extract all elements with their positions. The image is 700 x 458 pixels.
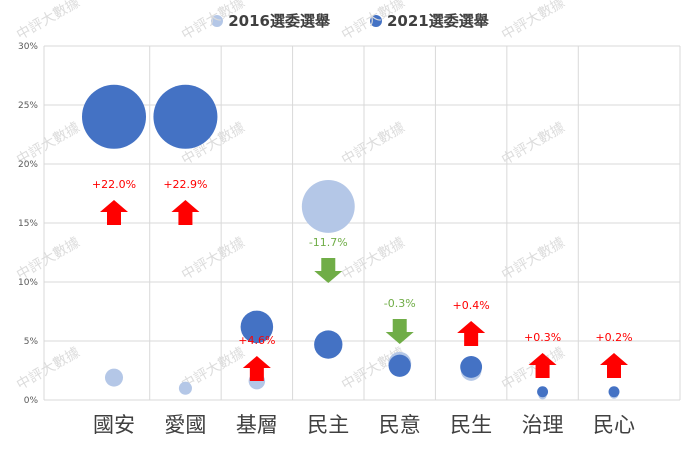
legend-label-2021: 2021選委選舉 bbox=[387, 12, 489, 30]
y-tick-label: 10% bbox=[18, 278, 38, 288]
watermark-text: 中評大數據 bbox=[179, 0, 248, 43]
change-label: +4.6% bbox=[238, 334, 275, 347]
change-label: +0.3% bbox=[524, 331, 561, 344]
change-label: +22.0% bbox=[92, 178, 136, 191]
x-tick-label: 國安 bbox=[93, 413, 135, 437]
down-arrow-icon bbox=[314, 258, 343, 283]
bubble-2021 bbox=[153, 84, 218, 149]
up-arrow-icon bbox=[242, 356, 271, 381]
watermark-text: 中評大數據 bbox=[499, 0, 568, 43]
y-tick-label: 0% bbox=[24, 396, 39, 406]
legend-item-2016: 2016選委選舉 bbox=[211, 10, 330, 31]
up-arrow-icon bbox=[100, 200, 128, 225]
legend-label-2016: 2016選委選舉 bbox=[228, 12, 330, 30]
watermark-text: 中評大數據 bbox=[179, 235, 248, 284]
y-tick-label: 30% bbox=[18, 42, 38, 52]
legend-marker-2021 bbox=[370, 14, 382, 27]
watermark-text: 中評大數據 bbox=[339, 235, 408, 284]
watermark-text: 中評大數據 bbox=[499, 235, 568, 284]
legend: 2016選委選舉 2021選委選舉 bbox=[0, 10, 700, 31]
bubble-2021 bbox=[314, 330, 343, 359]
change-label: +0.2% bbox=[595, 331, 632, 344]
x-tick-label: 民主 bbox=[307, 413, 349, 437]
bubble-2016 bbox=[178, 381, 192, 395]
bubble-2016 bbox=[104, 368, 124, 387]
y-tick-label: 15% bbox=[18, 219, 38, 229]
watermark-text: 中評大數據 bbox=[339, 0, 408, 43]
y-tick-label: 25% bbox=[18, 101, 38, 111]
bubble-2021 bbox=[82, 84, 146, 149]
bubble-2021 bbox=[460, 356, 483, 378]
watermark-text: 中評大數據 bbox=[339, 120, 408, 169]
change-label: -0.3% bbox=[384, 297, 416, 310]
up-arrow-icon bbox=[528, 353, 557, 378]
watermark-text: 中評大數據 bbox=[14, 0, 83, 43]
bubble-2016 bbox=[301, 180, 355, 233]
x-tick-label: 治理 bbox=[522, 413, 564, 437]
watermark-text: 中評大數據 bbox=[499, 120, 568, 169]
up-arrow-icon bbox=[600, 353, 628, 378]
change-label: +0.4% bbox=[453, 299, 490, 312]
bubble-2021 bbox=[240, 310, 274, 344]
bubble-2021 bbox=[608, 386, 620, 398]
legend-item-2021: 2021選委選舉 bbox=[370, 10, 489, 31]
watermark-text: 中評大數據 bbox=[499, 345, 568, 394]
x-tick-label: 民生 bbox=[450, 413, 492, 437]
up-arrow-icon bbox=[457, 321, 486, 346]
bubble-2021 bbox=[537, 386, 549, 398]
change-label: +22.9% bbox=[163, 178, 207, 191]
y-tick-label: 20% bbox=[18, 160, 38, 170]
legend-marker-2016 bbox=[211, 14, 224, 27]
up-arrow-icon bbox=[171, 200, 200, 225]
x-tick-label: 民心 bbox=[593, 413, 635, 437]
change-label: -11.7% bbox=[309, 236, 348, 249]
x-tick-label: 民意 bbox=[379, 413, 421, 437]
bubble-2021 bbox=[388, 354, 411, 377]
y-tick-label: 5% bbox=[24, 337, 39, 347]
x-tick-label: 基層 bbox=[236, 413, 278, 437]
x-tick-label: 愛國 bbox=[164, 413, 206, 437]
watermark-text: 中評大數據 bbox=[14, 235, 83, 284]
down-arrow-icon bbox=[385, 319, 414, 344]
watermark-text: 中評大數據 bbox=[14, 345, 83, 394]
